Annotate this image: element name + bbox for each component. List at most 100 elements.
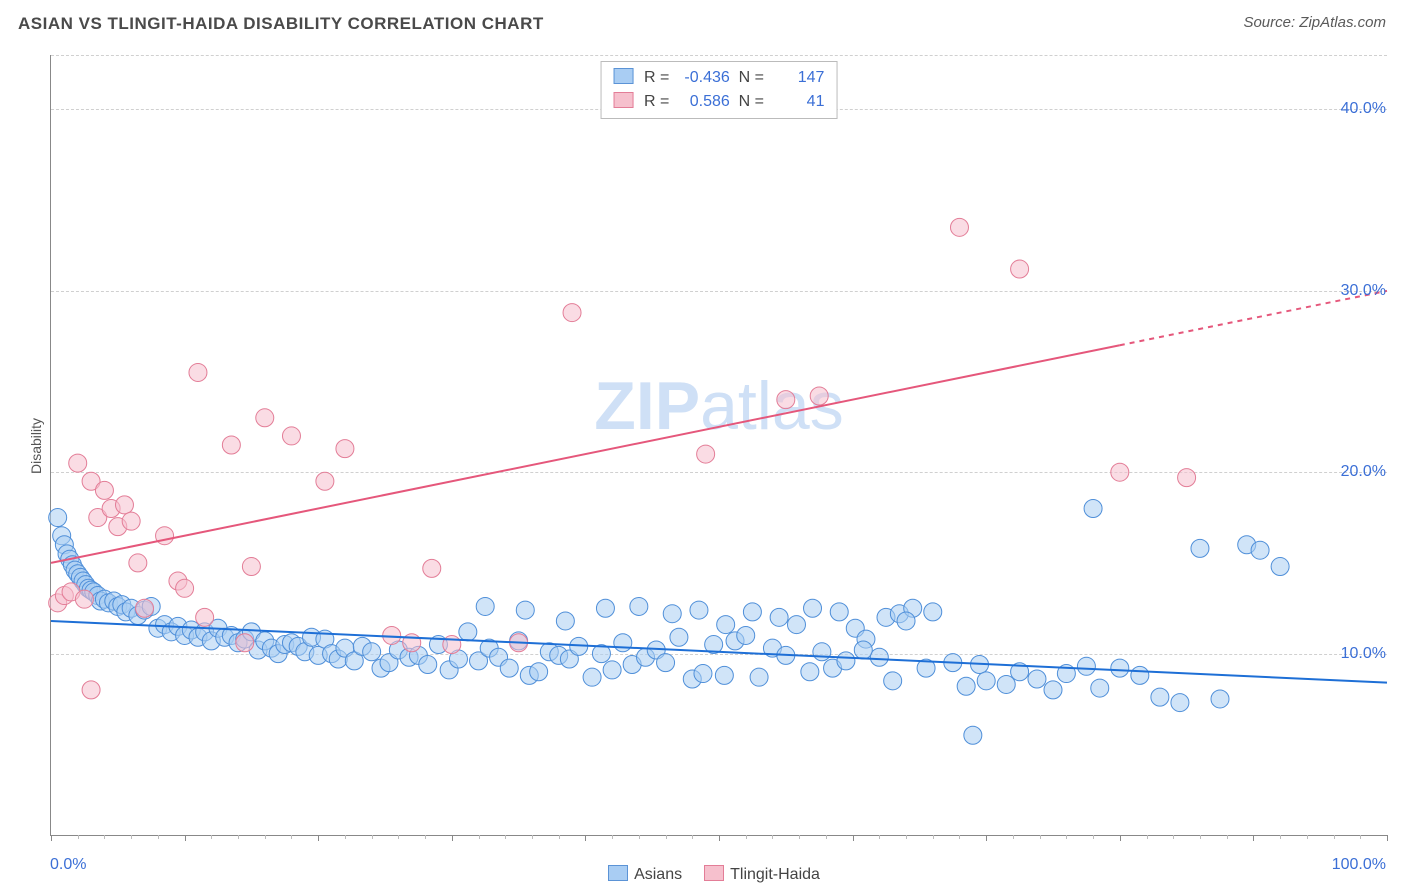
data-point [500,659,518,677]
data-point [777,391,795,409]
data-point [884,672,902,690]
x-tick-mark [425,835,426,839]
data-point [282,427,300,445]
chart-source: Source: ZipAtlas.com [1243,14,1386,31]
data-point [977,672,995,690]
data-point [75,590,93,608]
data-point [1077,657,1095,675]
data-point [854,641,872,659]
data-point [316,472,334,490]
x-tick-mark [559,835,560,839]
x-tick-mark [505,835,506,839]
data-point [1171,694,1189,712]
data-point [830,603,848,621]
x-tick-mark [879,835,880,839]
data-point [813,643,831,661]
y-tick-label: 30.0% [1341,282,1386,300]
data-point [1178,469,1196,487]
data-point [715,666,733,684]
scatter-svg [51,55,351,205]
data-point [459,623,477,641]
x-tick-mark [799,835,800,839]
legend-label: Tlingit-Haida [730,866,820,883]
data-point [136,599,154,617]
x-tick-mark [345,835,346,839]
data-point [583,668,601,686]
data-point [115,496,133,514]
data-point [256,409,274,427]
x-tick-mark [104,835,105,839]
x-tick-mark [1253,835,1254,841]
data-point [997,675,1015,693]
data-point [837,652,855,670]
correlation-legend: R = -0.436 N = 147 R = 0.586 N = 41 [601,61,838,119]
y-tick-label: 20.0% [1341,463,1386,481]
legend-swatch [704,865,724,881]
data-point [1084,499,1102,517]
data-point [336,440,354,458]
data-point [804,599,822,617]
data-point [690,601,708,619]
x-tick-mark [291,835,292,839]
chart-container: ASIAN VS TLINGIT-HAIDA DISABILITY CORREL… [0,0,1406,892]
data-point [694,665,712,683]
data-point [95,481,113,499]
x-tick-mark [158,835,159,839]
data-point [603,661,621,679]
data-point [630,597,648,615]
data-point [770,608,788,626]
data-point [697,445,715,463]
x-tick-mark [612,835,613,839]
x-tick-mark [772,835,773,839]
data-point [737,626,755,644]
data-point [950,218,968,236]
watermark: ZIPatlas [594,367,843,445]
legend-row: R = -0.436 N = 147 [614,66,825,90]
data-point [717,616,735,634]
data-point [189,363,207,381]
data-point [1151,688,1169,706]
x-tick-mark [906,835,907,839]
data-point [222,436,240,454]
legend-swatch [614,92,634,108]
x-tick-mark [1173,835,1174,839]
data-point [670,628,688,646]
x-tick-mark [692,835,693,839]
x-tick-mark [532,835,533,839]
data-point [516,601,534,619]
x-tick-mark [265,835,266,839]
data-point [924,603,942,621]
chart-title: ASIAN VS TLINGIT-HAIDA DISABILITY CORREL… [18,14,544,34]
x-tick-mark [585,835,586,841]
data-point [1091,679,1109,697]
x-tick-mark [131,835,132,839]
data-point [419,655,437,673]
x-tick-mark [318,835,319,841]
x-tick-mark [211,835,212,839]
x-tick-mark [746,835,747,839]
data-point [1028,670,1046,688]
data-point [1131,666,1149,684]
data-point [1271,558,1289,576]
x-tick-mark [1280,835,1281,839]
data-point [964,726,982,744]
x-tick-mark [1227,835,1228,839]
data-point [69,454,87,472]
x-tick-mark [1334,835,1335,839]
data-point [49,509,67,527]
x-tick-mark [1360,835,1361,839]
x-tick-mark [1387,835,1388,841]
data-point [363,643,381,661]
x-tick-mark [185,835,186,841]
data-point [476,597,494,615]
x-tick-mark [1120,835,1121,841]
x-tick-mark [639,835,640,839]
x-tick-mark [372,835,373,839]
x-tick-mark [666,835,667,839]
legend-label: Asians [634,866,682,883]
x-tick-mark [1147,835,1148,839]
legend-row: R = 0.586 N = 41 [614,90,825,114]
data-point [657,654,675,672]
data-point [556,612,574,630]
data-point [750,668,768,686]
